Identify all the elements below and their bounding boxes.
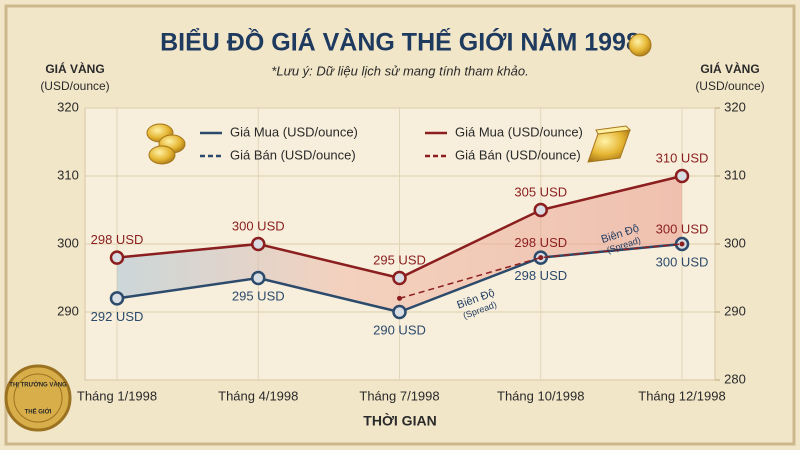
coin-icon [628, 33, 652, 57]
value-label: 298 USD [514, 268, 567, 283]
point [392, 270, 407, 286]
gold-bar-icon [587, 125, 632, 163]
y2-tick-label: 320 [724, 99, 746, 114]
y2-tick-label: 310 [724, 167, 746, 182]
y-axis-label: (USD/ounce) [40, 79, 109, 93]
y2-tick-label: 280 [724, 371, 746, 386]
y-tick-label: 320 [57, 99, 79, 114]
value-label: 298 USD [514, 235, 567, 250]
legend-label: Giá Mua (USD/ounce) [230, 124, 358, 139]
x-tick-label: Tháng 12/1998 [638, 388, 725, 403]
value-label: 310 USD [656, 150, 709, 165]
point [109, 291, 125, 306]
value-label: 295 USD [373, 252, 426, 267]
point [538, 255, 544, 261]
value-label: 298 USD [91, 232, 144, 247]
badge: THỊ TRƯỜNG VÀNG THẾ GIỚI [4, 364, 72, 432]
badge-text: THẾ GIỚI [25, 408, 52, 416]
x-tick-label: Tháng 7/1998 [359, 388, 439, 403]
y-tick-label: 290 [57, 303, 79, 318]
chart-title: BIỂU ĐỒ GIÁ VÀNG THẾ GIỚI NĂM 1998 [160, 27, 640, 57]
y-tick-label: 310 [57, 167, 79, 182]
value-label: 295 USD [232, 288, 285, 303]
point [679, 241, 685, 247]
coins-icon [146, 123, 186, 165]
point [251, 236, 266, 252]
y2-tick-label: 290 [724, 303, 746, 318]
x-tick-label: Tháng 1/1998 [77, 388, 157, 403]
point [392, 304, 407, 320]
y-tick-label: 300 [57, 235, 79, 250]
series-line [399, 243, 683, 300]
value-label: 292 USD [91, 309, 144, 324]
value-label: 305 USD [514, 184, 567, 199]
value-label: 300 USD [656, 221, 709, 236]
y2-tick-label: 300 [724, 235, 746, 250]
x-tick-label: Tháng 4/1998 [218, 388, 298, 403]
frame [4, 4, 796, 446]
x-axis-label: THỜI GIAN [363, 412, 436, 429]
point [109, 250, 125, 265]
legend-label: Giá Bán (USD/ounce) [230, 147, 356, 162]
y2-axis-label: (USD/ounce) [695, 79, 764, 93]
point [533, 202, 548, 218]
point [397, 295, 402, 301]
value-label: 290 USD [373, 322, 426, 337]
y-axis-label: GIÁ VÀNG [45, 61, 104, 76]
legend-label: Giá Mua (USD/ounce) [455, 124, 583, 139]
legend-label: Giá Bán (USD/ounce) [455, 147, 581, 162]
point [251, 270, 266, 286]
badge-text: THỊ TRƯỜNG VÀNG [9, 381, 67, 389]
chart-subtitle: *Lưu ý: Dữ liệu lịch sử mang tính tham k… [271, 63, 528, 78]
x-tick-label: Tháng 10/1998 [497, 388, 584, 403]
value-label: 300 USD [656, 254, 709, 269]
value-label: 300 USD [232, 218, 285, 233]
point [674, 168, 690, 184]
legend [135, 118, 625, 170]
y2-axis-label: GIÁ VÀNG [700, 61, 759, 76]
